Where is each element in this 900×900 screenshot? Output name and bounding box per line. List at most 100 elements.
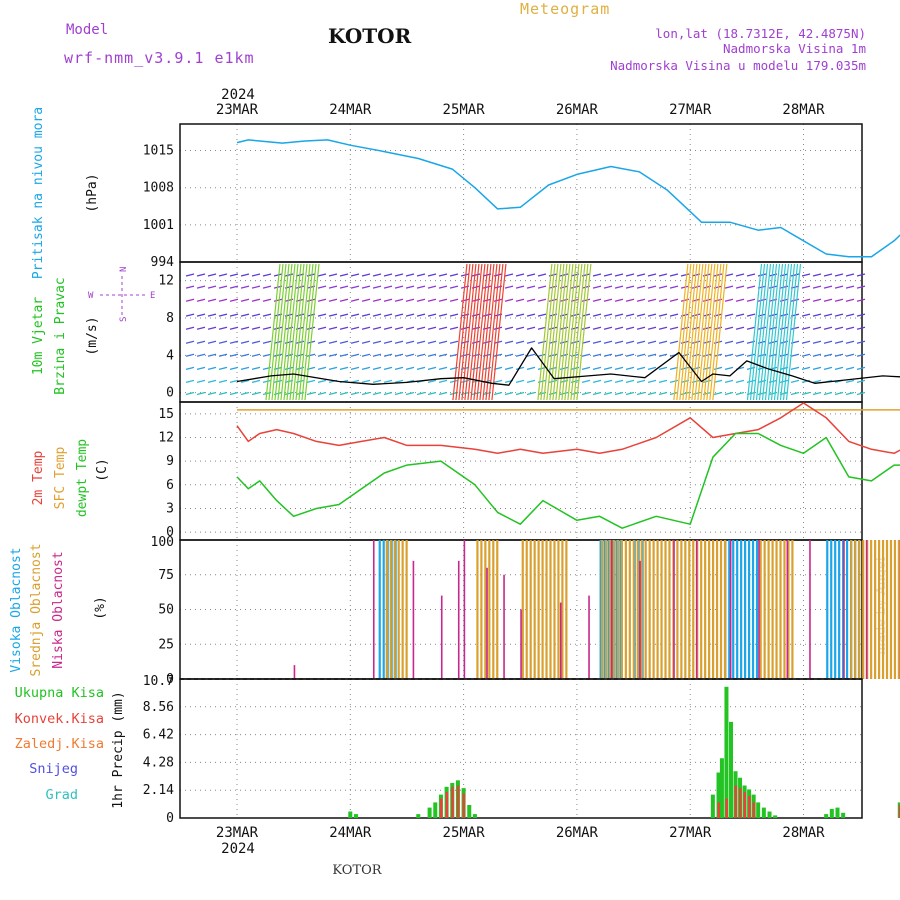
wind-burst-stroke bbox=[452, 263, 468, 401]
wind-barb bbox=[504, 285, 514, 289]
wind-barb bbox=[493, 353, 503, 357]
wind-barb bbox=[317, 353, 327, 357]
precip-total-bar bbox=[427, 807, 432, 818]
wind-barb bbox=[526, 273, 536, 277]
low-cloud-bar bbox=[843, 540, 845, 679]
wind-barb bbox=[603, 340, 613, 344]
wind-barb bbox=[636, 340, 646, 344]
compass-w: W bbox=[88, 291, 94, 301]
high-cloud-bar bbox=[842, 540, 845, 679]
wind-barb bbox=[647, 353, 657, 357]
pressure-unit: (hPa) bbox=[85, 173, 100, 212]
wind-barb bbox=[801, 326, 811, 330]
wind-barb bbox=[240, 353, 250, 357]
wind-burst-stroke bbox=[773, 263, 790, 401]
wind-barb bbox=[647, 298, 657, 302]
wind-barb bbox=[647, 379, 657, 384]
wind-barb bbox=[834, 326, 844, 330]
low-cloud-bar bbox=[293, 665, 296, 679]
wind-barb bbox=[823, 273, 833, 277]
wind-barb bbox=[405, 326, 415, 330]
wind-barb bbox=[735, 353, 745, 357]
wind-barb bbox=[438, 340, 448, 344]
wind-barb bbox=[229, 285, 239, 289]
wind-barb bbox=[702, 379, 712, 384]
wind-barb bbox=[504, 313, 514, 317]
wind-barb bbox=[218, 340, 228, 344]
wind-burst-stroke bbox=[697, 263, 713, 401]
wind-barb bbox=[383, 379, 393, 384]
mid-cloud-bar bbox=[791, 540, 794, 679]
y-tick-label: 0 bbox=[166, 672, 174, 687]
wind-barb bbox=[680, 273, 690, 277]
wind-barb bbox=[768, 285, 778, 289]
wind-barb bbox=[636, 391, 646, 396]
wind-barb bbox=[394, 379, 404, 384]
wind-barb bbox=[548, 298, 558, 302]
wind-barb bbox=[394, 313, 404, 317]
wind-burst-stroke bbox=[782, 263, 799, 401]
wind-barb bbox=[295, 340, 305, 344]
wind-barb bbox=[823, 285, 833, 289]
wind-barb bbox=[658, 326, 668, 330]
compass-n: N bbox=[119, 267, 129, 272]
mid-cloud-bar bbox=[393, 540, 396, 679]
wind-barb bbox=[185, 285, 195, 289]
wind-barb bbox=[394, 273, 404, 277]
wind-barb bbox=[625, 298, 635, 302]
wind-barb bbox=[735, 326, 745, 330]
wind-barb bbox=[592, 298, 602, 302]
wind-barb bbox=[669, 326, 679, 330]
wind-barb bbox=[306, 353, 316, 357]
wind-barb bbox=[361, 340, 371, 344]
mid-cloud-bar bbox=[496, 540, 499, 679]
top-date-labels: 23MAR 24MAR 25MAR 26MAR 27MAR 28MAR bbox=[216, 102, 825, 118]
wind-barb bbox=[383, 285, 393, 289]
low-cloud-bar bbox=[786, 540, 789, 679]
mid-cloud-bar bbox=[521, 540, 524, 679]
wind-barb bbox=[372, 366, 382, 370]
wind-barb bbox=[229, 273, 239, 277]
wind-barb bbox=[603, 391, 613, 396]
wind-barb bbox=[614, 326, 624, 330]
wind-barb bbox=[460, 273, 470, 277]
wind-barb bbox=[812, 273, 822, 277]
y-tick-label: 15 bbox=[158, 407, 174, 422]
wind-barb bbox=[339, 298, 349, 302]
wind-barb bbox=[504, 340, 514, 344]
wind-barb bbox=[625, 366, 635, 370]
wind-barb bbox=[856, 366, 866, 370]
wind-barb bbox=[394, 391, 404, 396]
wind-barb bbox=[273, 353, 283, 357]
wind-burst-stroke bbox=[470, 263, 486, 401]
mid-cloud-bar bbox=[385, 540, 388, 679]
pressure-axis-title: Pritisak na nivou mora bbox=[31, 107, 46, 279]
wind-barb bbox=[658, 313, 668, 317]
wind-barb bbox=[262, 313, 272, 317]
cloud-axis-title-mid: Srednja Oblacnost bbox=[29, 543, 44, 676]
low-cloud-bar bbox=[440, 595, 443, 679]
panel-pressure: 994 1001 1008 1015 Pritisak na nivou mora (hP… bbox=[31, 107, 900, 279]
wind-barb bbox=[790, 298, 800, 302]
wind-barb bbox=[834, 340, 844, 344]
mid-cloud-bar bbox=[668, 540, 671, 679]
precip-convective-bar bbox=[725, 798, 728, 818]
wind-barb bbox=[834, 353, 844, 357]
wind-barb bbox=[251, 273, 261, 277]
high-cloud-bar bbox=[845, 540, 849, 679]
wind-speed-line bbox=[236, 347, 900, 386]
wind-barb bbox=[746, 298, 756, 302]
wind-barb bbox=[823, 340, 833, 344]
high-cloud-bar bbox=[736, 540, 739, 679]
wind-barb bbox=[185, 366, 195, 370]
wind-barb bbox=[416, 340, 426, 344]
wind-burst-stroke bbox=[752, 263, 769, 401]
wind-barb bbox=[207, 379, 217, 384]
wind-barb bbox=[262, 353, 272, 357]
wind-barb bbox=[350, 273, 360, 277]
precip-total-bar bbox=[824, 814, 829, 818]
wind-barb bbox=[350, 340, 360, 344]
mid-cloud-bar bbox=[624, 540, 627, 679]
wind-barb bbox=[438, 313, 448, 317]
